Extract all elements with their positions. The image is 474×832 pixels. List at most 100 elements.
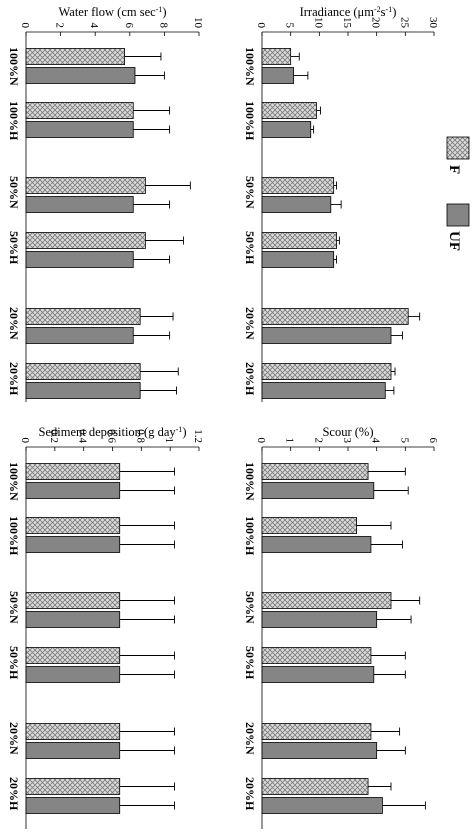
bar-uf bbox=[25, 611, 121, 628]
bar-uf bbox=[261, 382, 386, 399]
bar-f bbox=[261, 723, 372, 740]
bar-uf bbox=[261, 327, 392, 344]
bar-f bbox=[25, 363, 141, 380]
bar-uf bbox=[25, 327, 134, 344]
bar-f bbox=[25, 177, 146, 194]
chart-title: Water flow (cm sec-1) bbox=[58, 5, 166, 20]
tick-label: 6 bbox=[427, 438, 439, 444]
bar-uf bbox=[25, 536, 121, 553]
category-label: 50%H bbox=[243, 231, 257, 265]
bar-uf bbox=[261, 121, 312, 138]
bar-f bbox=[261, 308, 409, 325]
tick-label: 2 bbox=[54, 23, 66, 29]
category-label: 100%H bbox=[243, 516, 257, 556]
bar-f bbox=[25, 778, 121, 795]
tick-label: 1 bbox=[284, 438, 296, 444]
tick-label: 4 bbox=[370, 438, 382, 444]
category-label: 50%N bbox=[7, 591, 21, 624]
tick-label: 6 bbox=[123, 23, 135, 29]
legend-label-hatched: F bbox=[446, 165, 462, 174]
category-label: 100%N bbox=[243, 462, 257, 501]
tick-label: 0 bbox=[255, 23, 267, 29]
bar-f bbox=[25, 102, 134, 119]
bar-uf bbox=[261, 611, 378, 628]
category-label: 50%N bbox=[243, 176, 257, 209]
category-label: 100%H bbox=[7, 101, 21, 141]
tick-label: 0.2 bbox=[48, 429, 60, 443]
bar-f bbox=[261, 463, 369, 480]
category-label: 20%H bbox=[243, 777, 257, 811]
scour-panel: Scour (%) 0 1 2 3 4 5 6 100%N 100%H 50%N 50%H 20%N 20… bbox=[243, 425, 439, 829]
bar-uf bbox=[261, 666, 375, 683]
chart-title: Sediment deposition (g day-1) bbox=[39, 425, 187, 440]
bar-f bbox=[25, 723, 121, 740]
category-label: 50%N bbox=[7, 176, 21, 209]
category-label: 20%N bbox=[243, 722, 257, 755]
bar-f bbox=[25, 647, 121, 664]
tick-label: 0.4 bbox=[77, 429, 89, 443]
bar-f bbox=[25, 48, 126, 65]
tick-label: 0 bbox=[19, 438, 31, 444]
tick-label: 5 bbox=[398, 438, 410, 444]
category-label: 20%H bbox=[243, 362, 257, 396]
bar-uf bbox=[261, 196, 332, 213]
legend-swatch-solid bbox=[446, 203, 470, 227]
category-label: 20%N bbox=[7, 307, 21, 340]
tick-label: 10 bbox=[312, 17, 324, 29]
bar-uf bbox=[25, 121, 134, 138]
legend-swatch-hatched bbox=[446, 136, 470, 160]
category-label: 100%H bbox=[243, 101, 257, 141]
bar-f bbox=[261, 102, 317, 119]
category-label: 100%N bbox=[7, 47, 21, 86]
category-label: 20%N bbox=[243, 307, 257, 340]
bar-f bbox=[261, 48, 292, 65]
tick-label: 25 bbox=[398, 17, 410, 29]
tick-label: 8 bbox=[157, 23, 169, 29]
tick-label: 30 bbox=[427, 17, 439, 29]
tick-label: 10 bbox=[192, 17, 204, 29]
bar-uf bbox=[261, 482, 375, 499]
tick-label: 0.6 bbox=[106, 429, 118, 443]
bar-f bbox=[261, 232, 337, 249]
tick-label: 0 bbox=[255, 438, 267, 444]
tick-label: 0.8 bbox=[134, 429, 146, 443]
bar-uf bbox=[25, 251, 134, 268]
tick-label: 4 bbox=[88, 23, 100, 29]
bar-f bbox=[25, 308, 141, 325]
bar-f bbox=[25, 517, 121, 534]
tick-label: 5 bbox=[284, 23, 296, 29]
bar-uf bbox=[261, 742, 378, 759]
category-label: 100%N bbox=[7, 462, 21, 501]
tick-label: 15 bbox=[341, 17, 353, 29]
category-label: 100%H bbox=[7, 516, 21, 556]
bar-uf bbox=[261, 251, 335, 268]
category-label: 100%N bbox=[243, 47, 257, 86]
tick-label: 3 bbox=[341, 438, 353, 444]
legend: F UF bbox=[446, 136, 470, 251]
bar-f bbox=[25, 463, 121, 480]
category-label: 50%H bbox=[7, 231, 21, 265]
category-label: 20%H bbox=[7, 777, 21, 811]
bar-uf bbox=[25, 196, 134, 213]
bar-uf bbox=[25, 797, 121, 814]
bar-f bbox=[261, 517, 357, 534]
bar-uf bbox=[25, 742, 121, 759]
bar-f bbox=[261, 647, 372, 664]
bar-f bbox=[261, 177, 335, 194]
bar-uf bbox=[25, 482, 121, 499]
bar-f bbox=[261, 363, 392, 380]
water-flow-panel: Water flow (cm sec-1) 0 2 4 6 8 10 100%N 100%H 50… bbox=[7, 5, 204, 402]
bar-uf bbox=[25, 382, 141, 399]
chart-title: Scour (%) bbox=[322, 425, 373, 439]
tick-label: 2 bbox=[312, 438, 324, 444]
bar-uf bbox=[261, 536, 372, 553]
bar-uf bbox=[261, 67, 294, 84]
bar-uf bbox=[25, 67, 136, 84]
legend-item-solid: UF bbox=[446, 203, 470, 251]
tick-label: 0 bbox=[19, 23, 31, 29]
category-label: 20%H bbox=[7, 362, 21, 396]
bar-uf bbox=[261, 797, 383, 814]
bar-f bbox=[261, 778, 369, 795]
bar-f bbox=[261, 592, 392, 609]
